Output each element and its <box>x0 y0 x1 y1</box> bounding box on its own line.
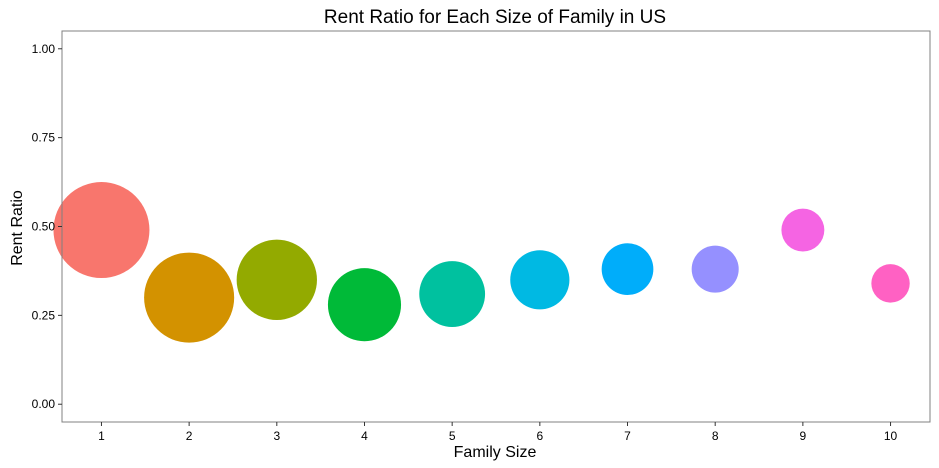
bubble-size-9 <box>781 208 825 252</box>
x-axis-ticks: 1 2 3 4 5 6 7 8 9 10 <box>98 422 898 443</box>
x-tick-label: 1 <box>98 429 105 443</box>
bubble-size-8 <box>691 245 739 293</box>
x-tick-label: 7 <box>624 429 631 443</box>
y-axis-title: Rent Ratio <box>9 190 26 266</box>
chart-title: Rent Ratio for Each Size of Family in US <box>324 7 666 28</box>
bubble-size-10 <box>871 264 910 303</box>
x-tick-label: 10 <box>884 429 898 443</box>
y-tick-label: 0.00 <box>32 397 56 411</box>
bubble-size-7 <box>601 243 654 296</box>
x-tick-label: 5 <box>449 429 456 443</box>
bubble-size-6 <box>510 250 570 310</box>
x-tick-label: 3 <box>273 429 280 443</box>
bubble-size-1 <box>53 182 150 279</box>
y-tick-label: 0.25 <box>32 308 56 322</box>
y-tick-label: 1.00 <box>32 42 56 56</box>
bubble-size-4 <box>327 268 402 342</box>
x-tick-label: 9 <box>800 429 807 443</box>
y-axis-ticks: 0.00 0.25 0.50 0.75 1.00 <box>32 42 62 411</box>
x-axis-title: Family Size <box>454 444 537 461</box>
bubble-size-5 <box>419 261 486 327</box>
y-tick-label: 0.75 <box>32 131 56 145</box>
x-tick-label: 4 <box>361 429 368 443</box>
bubble-size-3 <box>236 239 317 320</box>
x-tick-label: 6 <box>536 429 543 443</box>
x-tick-label: 2 <box>186 429 193 443</box>
x-tick-label: 8 <box>712 429 719 443</box>
plot-marks <box>53 182 910 343</box>
bubble-size-2 <box>144 252 235 343</box>
y-tick-label: 0.50 <box>32 220 56 234</box>
